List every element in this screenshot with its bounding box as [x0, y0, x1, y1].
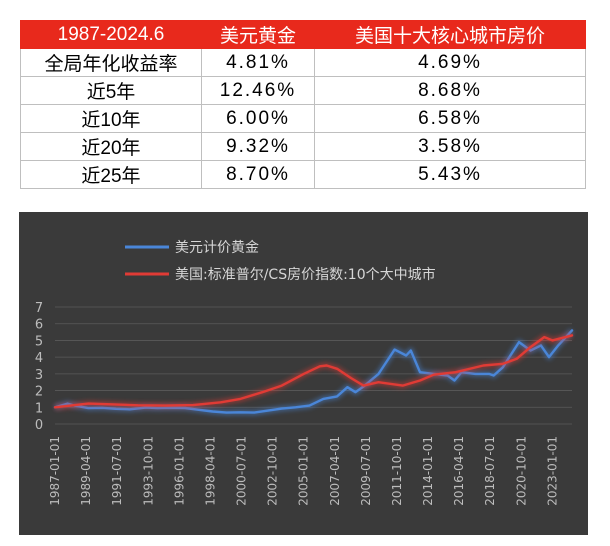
housing-index-line [53, 334, 574, 409]
x-tick-label: 2014-01-01 [421, 436, 435, 506]
y-tick-label: 5 [35, 334, 43, 349]
gold-return: 9.32% [201, 132, 315, 161]
x-tick-label: 2007-04-01 [328, 436, 342, 506]
x-tick-label: 1987-01-01 [48, 436, 62, 506]
table-row: 近5年 12.46% 8.68% [20, 76, 586, 105]
housing-return: 3.58% [314, 132, 586, 161]
table-header-row: 1987-2024.6 美元黄金 美国十大核心城市房价 [20, 20, 586, 49]
row-label: 全局年化收益率 [20, 48, 202, 77]
header-housing: 美国十大核心城市房价 [314, 20, 586, 49]
returns-table: 1987-2024.6 美元黄金 美国十大核心城市房价 全局年化收益率 4.81… [20, 20, 586, 189]
housing-return: 4.69% [314, 48, 586, 77]
gold-return: 12.46% [201, 76, 315, 105]
gold-return: 4.81% [201, 48, 315, 77]
x-tick-label: 2005-01-01 [297, 436, 311, 506]
legend-label: 美元计价黄金 [175, 239, 259, 256]
y-tick-label: 3 [35, 368, 43, 383]
x-tick-label: 1989-04-01 [79, 436, 93, 506]
table-row: 近25年 8.70% 5.43% [20, 160, 586, 189]
x-axis-ticks: 1987-01-01 1989-04-01 1991-07-01 1993-10-01… [48, 436, 559, 506]
x-tick-label: 2020-10-01 [514, 436, 528, 506]
y-tick-label: 1 [35, 401, 43, 416]
row-label: 近25年 [20, 160, 202, 189]
table-row: 近20年 9.32% 3.58% [20, 132, 586, 161]
gold-return: 8.70% [201, 160, 315, 189]
table-row: 全局年化收益率 4.81% 4.69% [20, 48, 586, 77]
legend-label: 美国:标准普尔/CS房价指数:10个大中城市 [175, 266, 436, 283]
x-tick-label: 2011-10-01 [390, 436, 404, 506]
y-tick-label: 0 [35, 418, 43, 433]
row-label: 近20年 [20, 132, 202, 161]
y-tick-label: 2 [35, 385, 43, 400]
header-gold: 美元黄金 [201, 20, 315, 49]
header-period: 1987-2024.6 [20, 20, 202, 49]
series-lines [53, 328, 575, 416]
x-tick-label: 2002-10-01 [266, 436, 280, 506]
y-tick-label: 6 [35, 318, 43, 333]
row-label: 近5年 [20, 76, 202, 105]
x-tick-label: 1991-07-01 [110, 436, 124, 506]
y-tick-label: 7 [35, 301, 43, 316]
x-tick-label: 2023-01-01 [545, 436, 559, 506]
x-tick-label: 2000-07-01 [235, 436, 249, 506]
y-tick-label: 4 [35, 351, 43, 366]
housing-return: 8.68% [314, 76, 586, 105]
gold-return: 6.00% [201, 104, 315, 133]
x-tick-label: 1998-04-01 [203, 436, 217, 506]
x-tick-label: 2016-04-01 [452, 436, 466, 506]
row-label: 近10年 [20, 104, 202, 133]
housing-return: 6.58% [314, 104, 586, 133]
x-tick-label: 1996-01-01 [172, 436, 186, 506]
table-row: 近10年 6.00% 6.58% [20, 104, 586, 133]
housing-return: 5.43% [314, 160, 586, 189]
x-tick-label: 1993-10-01 [141, 436, 155, 506]
x-tick-label: 2009-07-01 [359, 436, 373, 506]
x-tick-label: 2018-07-01 [483, 436, 497, 506]
